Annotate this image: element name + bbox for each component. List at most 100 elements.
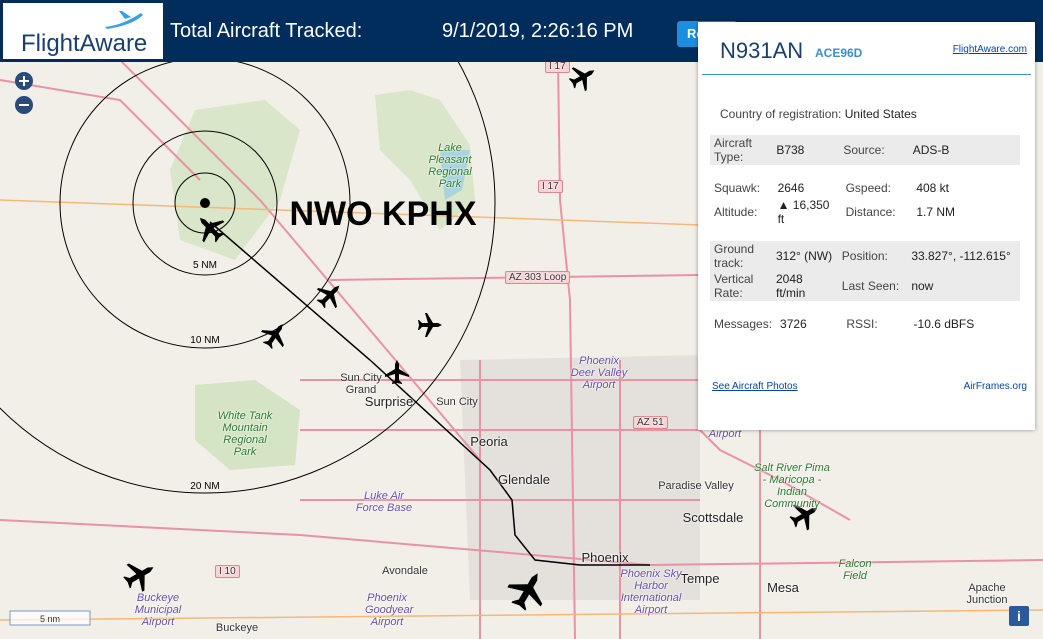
detail-label: Ground track: [714,242,755,270]
place-label: AZ 51 [633,416,668,429]
lake [440,150,470,200]
place-label: Apache Junction [966,582,1008,606]
place-label: Luke Air Force Base [355,490,413,514]
aircraft-track [209,221,650,566]
road-shield: AZ 51 [633,416,668,429]
place-label: Salt River Pima - Maricopa - Indian Comm… [754,462,830,510]
zoom-in-icon [19,76,29,86]
place-label: Tempe [680,571,720,586]
detail-value: 2646 [777,181,805,195]
detail-row: Aircraft Type: B738 Source: ADS-B [710,135,1020,165]
detail-value: 33.827°, -112.615° [911,249,1011,263]
place-label: Scottsdale [682,510,744,525]
aircraft-icon[interactable] [385,360,409,384]
place-label: Falcon Field [838,558,872,582]
detail-label: Gspeed: [845,181,891,195]
aircraft-icon[interactable] [502,564,554,616]
detail-row: Squawk: 2646 Gspeed: 408 kt [710,179,1020,197]
detail-value: 408 kt [916,181,950,195]
place-label: Peoria [470,434,508,449]
place-label: Lake Pleasant Regional Park [428,142,472,190]
place-label: AZ 303 Loop [505,271,571,284]
road-shield: I 17 [538,180,563,193]
country: United States [844,107,917,121]
info-icon: i [1017,608,1021,624]
detail-label: Squawk: [714,181,761,195]
detail-value: -10.6 dBFS [913,317,975,331]
country-row: Country of registration: United States [720,107,917,121]
detail-value: 1.7 NM [916,205,956,219]
divider [702,74,1031,75]
roads [0,29,1043,639]
scale-bar [9,610,91,626]
country-label: Country of registration: [720,107,842,121]
place-label: Paradise Valley [658,480,734,492]
header: FlightAware Total Aircraft Tracked: 9/1/… [0,0,1043,62]
place-label: Phoenix Deer Valley Airport [570,355,628,391]
detail-section: Ground track: 312° (NW) Position: 33.827°, … [710,241,1020,301]
detail-label: Source: [843,143,885,157]
detail-value: now [911,279,934,293]
detail-label: Position: [841,249,888,263]
detail-section: Aircraft Type: B738 Source: ADS-B [710,135,1020,165]
photos-link[interactable]: See Aircraft Photos [712,381,798,392]
aircraft-panel: N931AN ACE96D FlightAware.com Country of… [698,22,1035,430]
hex-code: ACE96D [815,46,863,60]
info-button[interactable] [1009,606,1029,626]
registration: N931AN [720,38,804,63]
place-label: Phoenix Sky Harbor International Airport [620,568,682,616]
detail-label: Distance: [845,205,896,219]
zoom-controls [15,72,33,114]
place-label: Avondale [382,565,428,577]
place-label: Sun City [436,396,478,408]
park-area [195,380,300,470]
place-label: Airport [708,428,742,440]
detail-label: Aircraft Type: [714,136,753,164]
airframes-link[interactable]: AirFrames.org [963,381,1027,392]
place-label: White Tank Mountain Regional Park [217,410,273,458]
total-label: Total Aircraft Tracked: [170,20,363,42]
aircraft-icon[interactable] [785,495,824,534]
details: Aircraft Type: B738 Source: ADS-B Squawk: 264… [698,135,1035,347]
road-shield: AZ 303 Loop [505,271,571,284]
logo-plane [105,11,143,29]
aircraft-icon[interactable] [418,313,442,337]
aircraft-icon[interactable] [190,208,231,249]
logo[interactable]: FlightAware [3,3,163,59]
place-label: Phoenix [581,550,629,565]
timestamp: 9/1/2019, 2:26:16 PM [442,20,634,42]
detail-value: ADS-B [912,143,950,157]
detail-row: Ground track: 312° (NW) Position: 33.827°, … [710,241,1020,271]
detail-section: Messages: 3726 RSSI: -10.6 dBFS [710,315,1020,333]
detail-label: Last Seen: [841,279,900,293]
aircraft-icon[interactable] [565,59,601,95]
place-label: Buckeye [215,622,259,634]
place-label: Buckeye Municipal Airport [134,592,182,628]
ring-label: 5 NM [193,260,217,271]
place-label: Glendale [497,472,551,487]
overlay-label: NWO KPHX [290,195,477,233]
flightaware-link[interactable]: FlightAware.com [952,44,1027,55]
detail-label: Vertical Rate: [714,272,754,300]
aircraft-icon[interactable] [257,317,294,354]
ring-label: 10 NM [190,335,219,346]
receiver-site [200,198,210,208]
detail-row: Vertical Rate: 2048 ft/min Last Seen: now [710,271,1020,301]
scale-label: 5 nm [40,614,60,624]
place-label: Sun City Grand [340,372,382,396]
detail-row: Altitude: ▲ 16,350 ft Distance: 1.7 NM [710,197,1020,227]
road-shield: I 10 [215,565,240,578]
logo-text: FlightAware [21,30,148,57]
place-label: Surprise [364,394,414,409]
place-label: I 17 [545,60,570,73]
place-label: I 10 [215,565,240,578]
detail-value: 2048 ft/min [775,272,806,300]
road-shield: I 17 [545,60,570,73]
detail-label: RSSI: [846,317,878,331]
detail-label: Altitude: [714,205,758,219]
aircraft-icon[interactable] [119,554,162,597]
ring-label: 20 NM [190,481,219,492]
aircraft-icon[interactable] [311,276,348,313]
place-label: Mesa [767,580,799,595]
